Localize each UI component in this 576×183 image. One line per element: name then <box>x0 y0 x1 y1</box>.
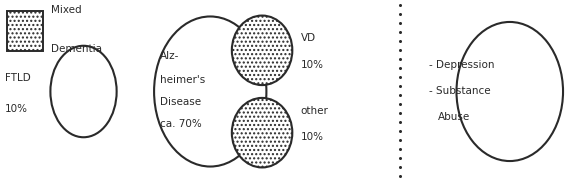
Text: 10%: 10% <box>301 132 324 142</box>
Text: Abuse: Abuse <box>438 112 470 122</box>
Text: other: other <box>301 106 328 116</box>
Text: - Depression: - Depression <box>429 60 495 70</box>
Ellipse shape <box>50 46 116 137</box>
Text: Disease: Disease <box>160 97 201 107</box>
Text: Dementia: Dementia <box>51 44 103 54</box>
Ellipse shape <box>232 98 292 167</box>
Bar <box>7 11 43 51</box>
Ellipse shape <box>456 22 563 161</box>
Text: VD: VD <box>301 33 316 43</box>
Text: Mixed: Mixed <box>51 5 82 16</box>
Ellipse shape <box>154 16 267 167</box>
Text: - Substance: - Substance <box>429 86 491 96</box>
Text: FTLD: FTLD <box>5 73 31 83</box>
Text: 10%: 10% <box>5 104 28 114</box>
Text: 10%: 10% <box>301 60 324 70</box>
Ellipse shape <box>232 16 292 85</box>
Text: Alz-: Alz- <box>160 51 180 61</box>
Text: heimer's: heimer's <box>160 75 206 85</box>
Text: ca. 70%: ca. 70% <box>160 119 202 129</box>
